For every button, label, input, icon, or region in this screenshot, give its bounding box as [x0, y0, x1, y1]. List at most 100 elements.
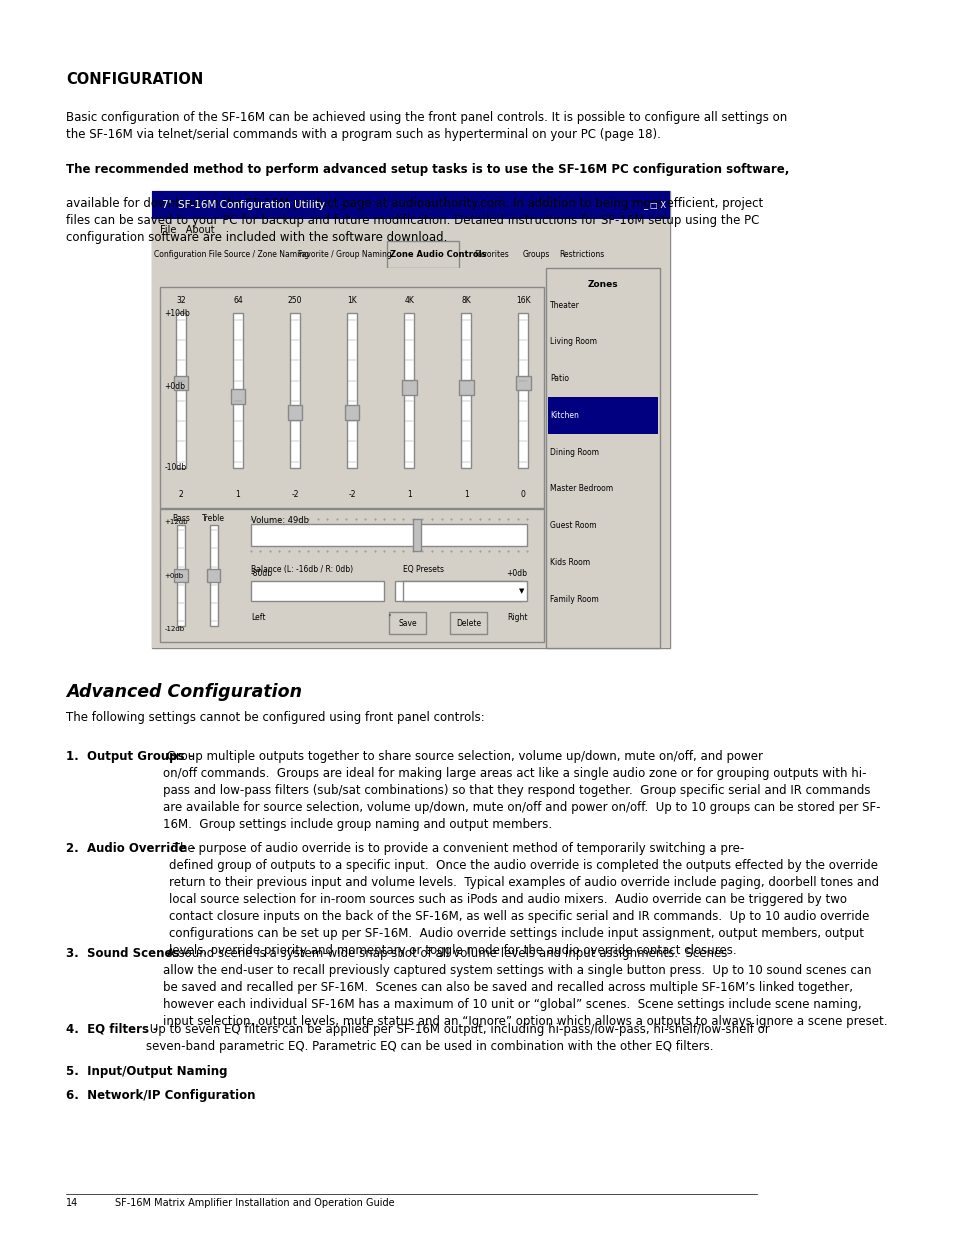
FancyBboxPatch shape — [401, 380, 416, 395]
Text: Family Room: Family Room — [550, 595, 598, 604]
FancyBboxPatch shape — [152, 191, 670, 648]
FancyBboxPatch shape — [173, 375, 188, 390]
Text: +12db: +12db — [164, 520, 188, 525]
Text: Treble: Treble — [202, 515, 225, 524]
Text: +0db: +0db — [506, 568, 527, 578]
FancyBboxPatch shape — [517, 314, 528, 468]
FancyBboxPatch shape — [347, 314, 356, 468]
Text: 6.  Network/IP Configuration: 6. Network/IP Configuration — [66, 1089, 255, 1103]
Text: The purpose of audio override is to provide a convenient method of temporarily s: The purpose of audio override is to prov… — [170, 842, 879, 957]
Text: 8K: 8K — [461, 296, 471, 305]
Text: Up to seven EQ filters can be applied per SF-16M output, including hi-pass/low-p: Up to seven EQ filters can be applied pe… — [146, 1023, 769, 1052]
FancyBboxPatch shape — [516, 375, 530, 390]
Text: Dining Room: Dining Room — [550, 447, 598, 457]
Text: 16K: 16K — [516, 296, 530, 305]
Text: Kitchen: Kitchen — [550, 411, 578, 420]
FancyBboxPatch shape — [386, 241, 458, 268]
Text: 1K: 1K — [347, 296, 356, 305]
Text: 7'  SF-16M Configuration Utility: 7' SF-16M Configuration Utility — [162, 200, 325, 210]
Text: The recommended method to perform advanced setup tasks is to use the SF-16M PC c: The recommended method to perform advanc… — [66, 163, 788, 177]
Text: Master Bedroom: Master Bedroom — [550, 484, 613, 494]
Text: 1: 1 — [235, 490, 240, 499]
FancyBboxPatch shape — [231, 389, 245, 404]
FancyBboxPatch shape — [545, 268, 659, 648]
Text: Theater: Theater — [550, 300, 579, 310]
FancyBboxPatch shape — [413, 519, 420, 551]
Text: Basic configuration of the SF-16M can be achieved using the front panel controls: Basic configuration of the SF-16M can be… — [66, 111, 786, 141]
Text: Advanced Configuration: Advanced Configuration — [66, 683, 301, 701]
Text: Favorite / Group Naming: Favorite / Group Naming — [297, 249, 391, 259]
Text: +0db: +0db — [164, 382, 185, 390]
Text: Living Room: Living Room — [550, 337, 597, 346]
Text: 1: 1 — [406, 490, 411, 499]
Text: Groups: Groups — [521, 249, 549, 259]
FancyBboxPatch shape — [160, 509, 543, 642]
Text: Patio: Patio — [550, 374, 568, 383]
Text: -10db: -10db — [164, 463, 187, 473]
FancyBboxPatch shape — [160, 287, 543, 508]
Text: SF-16M Matrix Amplifier Installation and Operation Guide: SF-16M Matrix Amplifier Installation and… — [115, 1198, 395, 1208]
FancyBboxPatch shape — [288, 405, 302, 420]
FancyBboxPatch shape — [547, 396, 658, 433]
Text: -80db: -80db — [251, 568, 273, 578]
Text: Balance (L: -16db / R: 0db): Balance (L: -16db / R: 0db) — [251, 564, 353, 574]
FancyBboxPatch shape — [290, 314, 299, 468]
FancyBboxPatch shape — [174, 569, 188, 582]
FancyBboxPatch shape — [152, 191, 670, 219]
FancyBboxPatch shape — [152, 219, 670, 241]
Text: -2: -2 — [291, 490, 298, 499]
Text: Bass: Bass — [172, 515, 190, 524]
FancyBboxPatch shape — [152, 268, 670, 648]
Text: 1: 1 — [463, 490, 468, 499]
Text: File   About: File About — [160, 225, 214, 235]
Text: 250: 250 — [288, 296, 302, 305]
Text: Guest Room: Guest Room — [550, 521, 596, 530]
FancyBboxPatch shape — [389, 613, 426, 635]
Text: ▼: ▼ — [518, 588, 524, 594]
Text: Volume: 49db: Volume: 49db — [251, 516, 309, 525]
FancyBboxPatch shape — [233, 314, 243, 468]
Text: 5.  Input/Output Naming: 5. Input/Output Naming — [66, 1065, 227, 1078]
FancyBboxPatch shape — [461, 314, 471, 468]
Text: A sound scene is a system-wide snap shot of all volume levels and input assignme: A sound scene is a system-wide snap shot… — [163, 947, 886, 1029]
Text: -12db: -12db — [164, 626, 185, 632]
Text: +0db: +0db — [164, 573, 183, 579]
Text: 4.  EQ filters -: 4. EQ filters - — [66, 1023, 157, 1036]
FancyBboxPatch shape — [152, 241, 670, 268]
FancyBboxPatch shape — [251, 582, 383, 601]
FancyBboxPatch shape — [176, 525, 185, 626]
Text: 2: 2 — [178, 490, 183, 499]
FancyBboxPatch shape — [210, 525, 217, 626]
Text: Kids Room: Kids Room — [550, 558, 590, 567]
Text: 4K: 4K — [404, 296, 414, 305]
Text: EQ Presets: EQ Presets — [402, 564, 443, 574]
Text: 1.  Output Groups -: 1. Output Groups - — [66, 750, 193, 763]
Text: Left: Left — [251, 614, 265, 622]
Text: _ □ X: _ □ X — [642, 200, 665, 210]
Text: ': ' — [388, 614, 390, 622]
FancyBboxPatch shape — [458, 380, 473, 395]
Text: +10db: +10db — [164, 309, 190, 317]
Text: Group multiple outputs together to share source selection, volume up/down, mute : Group multiple outputs together to share… — [163, 750, 880, 831]
FancyBboxPatch shape — [175, 314, 186, 468]
Text: Zone Audio Controls: Zone Audio Controls — [390, 249, 486, 259]
Text: The following settings cannot be configured using front panel controls:: The following settings cannot be configu… — [66, 711, 484, 725]
FancyBboxPatch shape — [404, 314, 414, 468]
Text: Source / Zone Naming: Source / Zone Naming — [223, 249, 309, 259]
Text: 0: 0 — [520, 490, 525, 499]
Text: Configuration File: Configuration File — [153, 249, 221, 259]
Text: Right: Right — [506, 614, 527, 622]
Text: 3.  Sound Scenes -: 3. Sound Scenes - — [66, 947, 188, 961]
FancyBboxPatch shape — [344, 405, 359, 420]
Text: Restrictions: Restrictions — [558, 249, 604, 259]
FancyBboxPatch shape — [402, 582, 527, 601]
Text: 14: 14 — [66, 1198, 78, 1208]
Text: -2: -2 — [348, 490, 355, 499]
Text: Zones: Zones — [587, 280, 618, 289]
Text: available for download on the SF-16M product page at audioauthority.com. In addi: available for download on the SF-16M pro… — [66, 180, 762, 245]
FancyBboxPatch shape — [251, 524, 527, 546]
Text: 64: 64 — [233, 296, 243, 305]
Text: 2.  Audio Override -: 2. Audio Override - — [66, 842, 195, 856]
Text: Favorites: Favorites — [474, 249, 509, 259]
Text: 32: 32 — [176, 296, 186, 305]
